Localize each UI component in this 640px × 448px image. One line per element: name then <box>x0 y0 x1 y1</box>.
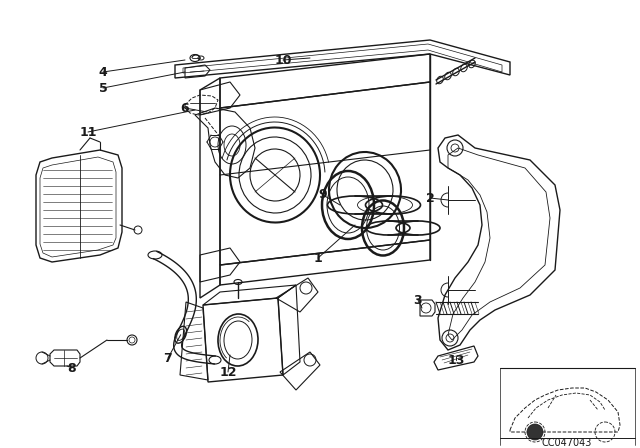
Text: 8: 8 <box>68 362 76 375</box>
Text: 11: 11 <box>79 125 97 138</box>
Text: 9: 9 <box>319 189 327 202</box>
Text: 7: 7 <box>164 352 172 365</box>
Text: 10: 10 <box>275 53 292 66</box>
Text: 12: 12 <box>220 366 237 379</box>
Text: 3: 3 <box>413 293 422 306</box>
Text: 2: 2 <box>426 191 435 204</box>
Circle shape <box>527 424 543 440</box>
Text: CC047043: CC047043 <box>542 438 592 448</box>
Text: 5: 5 <box>99 82 108 95</box>
Text: 13: 13 <box>447 353 465 366</box>
Text: 4: 4 <box>99 65 108 78</box>
Text: 6: 6 <box>180 102 189 115</box>
Text: 1: 1 <box>314 251 323 264</box>
